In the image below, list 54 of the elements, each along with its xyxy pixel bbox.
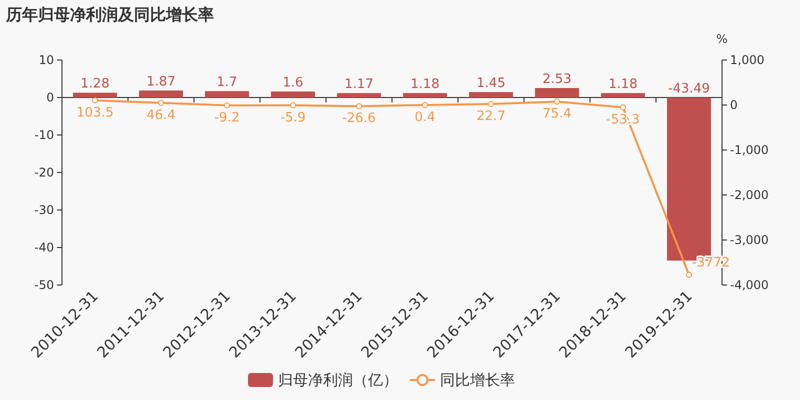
y-tick-label: -50	[34, 278, 54, 292]
legend-label: 同比增长率	[440, 371, 515, 389]
data-label: 46.4	[146, 108, 176, 123]
bar	[205, 91, 249, 98]
bar	[403, 93, 447, 98]
y2-tick-label: -3,000	[730, 233, 769, 247]
y-tick-label: -30	[34, 203, 54, 217]
data-label: 1.87	[146, 74, 176, 90]
data-label: 2.53	[542, 72, 572, 88]
chart-title: 历年归母净利润及同比增长率	[5, 5, 214, 24]
y-tick-label: -10	[34, 128, 54, 142]
data-label: -43.49	[668, 82, 710, 96]
data-label: 103.5	[76, 105, 114, 120]
y2-tick-label: -2,000	[730, 188, 769, 202]
data-label: 1.7	[216, 75, 238, 90]
bar	[139, 90, 183, 98]
y-tick-label: 10	[38, 53, 54, 67]
point	[158, 100, 164, 106]
legend-label: 归母净利润（亿）	[278, 371, 398, 389]
data-label: 75.4	[542, 106, 572, 122]
data-label: 0.4	[414, 110, 436, 125]
data-label: 1.18	[608, 77, 638, 92]
data-label: 22.7	[476, 108, 506, 124]
point	[422, 102, 428, 108]
point	[224, 102, 230, 108]
data-label: 1.28	[80, 76, 110, 92]
y-tick-label: -40	[34, 240, 54, 254]
bar	[337, 93, 381, 98]
bar	[601, 93, 645, 98]
point	[290, 102, 296, 108]
y2-axis-title: %	[716, 32, 728, 46]
y2-tick-label: -4,000	[730, 278, 769, 292]
bar	[73, 92, 117, 98]
point	[92, 97, 98, 104]
data-label: 1.45	[476, 76, 506, 92]
point	[554, 98, 560, 105]
y2-tick-label: -1,000	[730, 143, 769, 157]
data-label: 1.6	[282, 76, 304, 90]
y-tick-label: 0	[46, 90, 54, 104]
bar	[271, 92, 315, 98]
data-label: -26.6	[342, 111, 376, 126]
data-label: -5.9	[280, 110, 306, 126]
y-tick-label: -20	[34, 166, 54, 180]
point	[356, 103, 362, 110]
data-label: -9.2	[214, 110, 240, 126]
y2-tick-label: 1,000	[730, 53, 764, 67]
data-label: 1.17	[344, 77, 374, 92]
point	[488, 100, 494, 107]
y2-tick-label: 0	[730, 98, 738, 112]
data-label: 1.18	[410, 77, 440, 92]
point	[686, 272, 692, 278]
bar	[469, 92, 513, 98]
point	[620, 104, 626, 110]
bar	[535, 88, 579, 98]
